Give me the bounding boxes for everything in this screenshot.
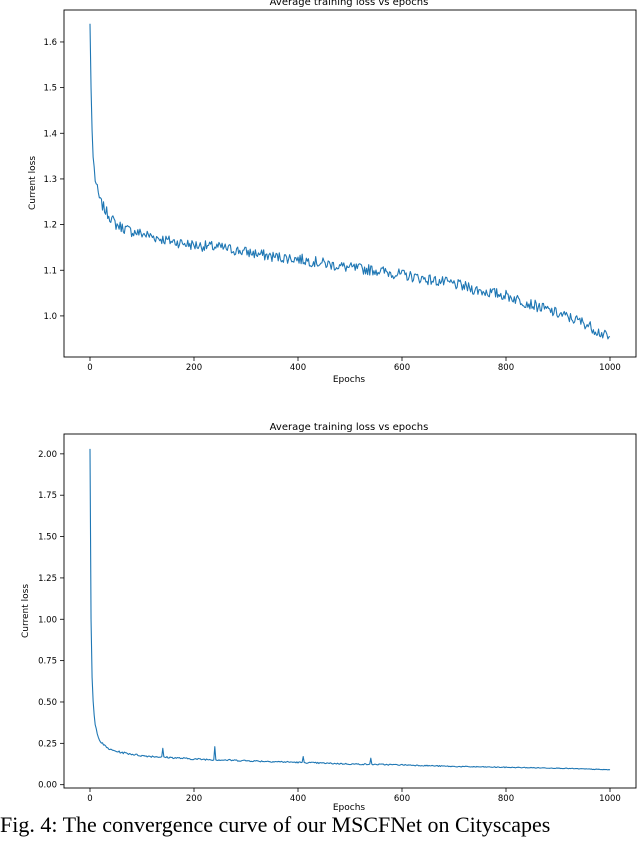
plot-area — [63, 9, 637, 358]
x-ticks: 0 200 400 600 800 1000 — [87, 357, 621, 373]
y-axis-label: Current loss — [28, 156, 38, 210]
x-tick-label: 0 — [87, 363, 92, 373]
y-tick-label: 1.25 — [38, 574, 57, 584]
y-ticks: 1.0 1.1 1.2 1.3 1.4 1.5 1.6 — [43, 38, 64, 322]
y-tick-label: 1.0 — [43, 312, 57, 322]
y-tick-label: 0.00 — [38, 781, 57, 791]
x-axis-label: Epochs — [333, 375, 366, 385]
chart-bottom: Average training loss vs epochs 0 200 400 6… — [21, 422, 637, 812]
x-ticks: 0 200 400 600 800 1000 — [87, 788, 621, 804]
y-tick-label: 1.75 — [38, 491, 57, 501]
y-tick-label: 1.1 — [43, 266, 57, 276]
loss-curve — [89, 23, 611, 340]
x-tick-label: 0 — [87, 794, 92, 804]
x-tick-label: 400 — [290, 794, 306, 804]
x-tick-label: 200 — [186, 363, 202, 373]
y-ticks: 0.00 0.25 0.50 0.75 1.00 1.25 1.50 1.75 2.00 — [38, 450, 64, 791]
plot-area — [63, 433, 637, 789]
x-tick-label: 600 — [394, 794, 410, 804]
x-tick-label: 1000 — [599, 794, 621, 804]
loss-curve — [89, 448, 611, 771]
x-tick-label: 600 — [394, 363, 410, 373]
x-tick-label: 1000 — [599, 363, 621, 373]
y-tick-label: 1.4 — [43, 129, 57, 139]
y-tick-label: 0.75 — [38, 657, 57, 667]
x-axis-label: Epochs — [333, 803, 366, 812]
x-tick-label: 200 — [186, 794, 202, 804]
y-tick-label: 1.6 — [43, 38, 57, 48]
x-tick-label: 400 — [290, 363, 306, 373]
y-tick-label: 1.00 — [38, 615, 57, 625]
y-tick-label: 1.2 — [43, 221, 57, 231]
x-tick-label: 800 — [498, 794, 514, 804]
x-tick-label: 800 — [498, 363, 514, 373]
chart-title: Average training loss vs epochs — [270, 422, 429, 433]
y-tick-label: 1.5 — [43, 84, 57, 94]
y-tick-label: 1.3 — [43, 175, 57, 185]
y-tick-label: 1.50 — [38, 533, 57, 543]
figure-caption: Fig. 4: The convergence curve of our MSC… — [0, 812, 551, 837]
y-axis-label: Current loss — [21, 584, 31, 638]
y-tick-label: 2.00 — [38, 450, 57, 460]
y-tick-label: 0.25 — [38, 739, 57, 749]
y-tick-label: 0.50 — [38, 698, 57, 708]
chart-title: Average training loss vs epochs — [270, 0, 429, 8]
chart-top: Average training loss vs epochs 0 200 400 6… — [28, 0, 637, 385]
